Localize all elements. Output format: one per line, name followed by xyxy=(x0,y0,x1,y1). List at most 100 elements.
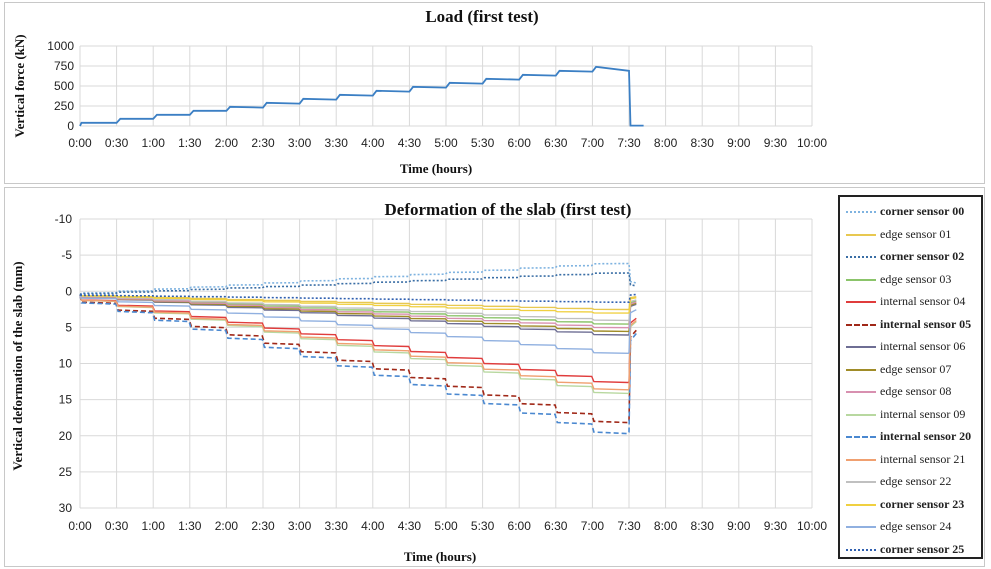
legend-label: edge sensor 22 xyxy=(880,474,952,488)
legend-item: internal sensor 21 xyxy=(840,449,981,471)
load-y-tick-label: 500 xyxy=(54,79,74,93)
load-x-tick-label: 7:30 xyxy=(617,136,641,150)
legend-swatch xyxy=(846,346,876,348)
deformation-y-tick-label: 10 xyxy=(59,357,73,371)
legend-item: corner sensor 00 xyxy=(840,201,981,223)
deformation-series-line xyxy=(79,294,637,435)
legend-label: corner sensor 25 xyxy=(880,541,965,556)
load-x-tick-label: 5:30 xyxy=(471,136,495,150)
deformation-x-tick-label: 4:30 xyxy=(398,519,422,533)
legend-item: edge sensor 08 xyxy=(840,381,981,403)
legend-item: corner sensor 23 xyxy=(840,494,981,516)
legend-item: edge sensor 07 xyxy=(840,359,981,381)
load-chart: Load (first test) 0:00 0:30 1:00 1:30 2:00 2:… xyxy=(12,7,827,176)
legend-swatch xyxy=(846,436,876,438)
legend-item: internal sensor 20 xyxy=(840,426,981,448)
legend-swatch xyxy=(846,256,876,258)
load-x-tick-label: 2:00 xyxy=(215,136,239,150)
load-chart-ticks: 0:00 0:30 1:00 1:30 2:00 2:30 3:00 3:30 4:00 4:30… xyxy=(47,39,827,150)
deformation-x-tick-label: 2:30 xyxy=(251,519,275,533)
deformation-x-tick-label: 9:30 xyxy=(764,519,788,533)
deformation-x-tick-label: 3:00 xyxy=(288,519,312,533)
deformation-x-tick-label: 10:00 xyxy=(797,519,827,533)
deformation-x-tick-label: 5:00 xyxy=(434,519,458,533)
load-y-tick-label: 250 xyxy=(54,99,74,113)
load-x-tick-label: 7:00 xyxy=(581,136,605,150)
deformation-x-tick-label: 1:30 xyxy=(178,519,202,533)
deformation-series-line xyxy=(79,294,637,391)
deformation-x-tick-label: 5:30 xyxy=(471,519,495,533)
deformation-chart-ticks: 0:00 0:30 1:00 1:30 2:00 2:30 3:00 3:30 4:00 4:30… xyxy=(55,212,828,533)
load-y-tick-label: 750 xyxy=(54,59,74,73)
load-x-tick-label: 3:00 xyxy=(288,136,312,150)
deformation-y-tick-label: -5 xyxy=(61,248,72,262)
load-x-tick-label: 2:30 xyxy=(251,136,275,150)
deformation-chart-ylabel: Vertical deformation of the slab (mm) xyxy=(10,261,25,470)
legend-label: corner sensor 23 xyxy=(880,496,965,511)
deformation-y-tick-label: 20 xyxy=(59,429,73,443)
deformation-series-line xyxy=(79,294,637,329)
deformation-y-tick-label: 5 xyxy=(65,320,72,334)
load-x-tick-label: 4:00 xyxy=(361,136,385,150)
legend-item: internal sensor 06 xyxy=(840,336,981,358)
legend-label: internal sensor 05 xyxy=(880,316,972,331)
load-chart-title: Load (first test) xyxy=(425,7,538,26)
legend-label: edge sensor 03 xyxy=(880,271,952,286)
deformation-series-line xyxy=(79,293,637,304)
legend-item: internal sensor 04 xyxy=(840,291,981,313)
deformation-x-tick-label: 6:30 xyxy=(544,519,568,533)
legend-item: edge sensor 24 xyxy=(840,516,981,538)
deformation-series-line xyxy=(79,294,637,384)
deformation-x-tick-label: 8:00 xyxy=(654,519,678,533)
deformation-series-line xyxy=(79,294,637,355)
deformation-x-tick-label: 0:30 xyxy=(105,519,129,533)
load-series-line xyxy=(79,65,644,127)
deformation-y-tick-label: 25 xyxy=(59,465,73,479)
deformation-y-tick-label: -10 xyxy=(55,212,73,226)
deformation-series-line xyxy=(79,262,637,296)
deformation-series-line xyxy=(79,294,637,322)
legend-swatch xyxy=(846,526,876,528)
deformation-x-tick-label: 4:00 xyxy=(361,519,385,533)
load-x-tick-label: 1:00 xyxy=(142,136,166,150)
legend-swatch xyxy=(846,368,876,371)
legend-swatch xyxy=(846,323,876,326)
load-x-tick-label: 4:30 xyxy=(398,136,422,150)
legend-swatch xyxy=(846,481,876,483)
load-x-tick-label: 5:00 xyxy=(434,136,458,150)
legend-item: edge sensor 03 xyxy=(840,269,981,291)
deformation-series-line xyxy=(79,294,637,424)
deformation-x-tick-label: 7:00 xyxy=(581,519,605,533)
legend-label: internal sensor 09 xyxy=(880,406,966,421)
load-x-tick-label: 8:30 xyxy=(691,136,715,150)
load-x-tick-label: 0:30 xyxy=(105,136,129,150)
load-chart-series xyxy=(79,65,644,127)
load-x-tick-label: 0:00 xyxy=(68,136,92,150)
legend-swatch xyxy=(846,503,876,506)
load-x-tick-label: 10:00 xyxy=(797,136,827,150)
load-x-tick-label: 9:30 xyxy=(764,136,788,150)
legend-swatch xyxy=(846,548,876,551)
deformation-x-tick-label: 2:00 xyxy=(215,519,239,533)
legend-label: edge sensor 08 xyxy=(880,384,952,398)
legend-item: corner sensor 25 xyxy=(840,539,981,561)
deformation-chart-title: Deformation of the slab (first test) xyxy=(385,200,632,219)
legend-label: edge sensor 07 xyxy=(880,361,952,376)
load-y-tick-label: 0 xyxy=(67,119,74,133)
load-x-tick-label: 6:30 xyxy=(544,136,568,150)
legend-label: corner sensor 02 xyxy=(880,249,965,263)
deformation-x-tick-label: 1:00 xyxy=(142,519,166,533)
deformation-x-tick-label: 9:00 xyxy=(727,519,751,533)
deformation-y-tick-label: 0 xyxy=(65,284,72,298)
legend-item: corner sensor 02 xyxy=(840,246,981,268)
legend-swatch xyxy=(846,458,876,461)
load-y-tick-label: 1000 xyxy=(47,39,74,53)
legend-label: edge sensor 01 xyxy=(880,226,952,241)
legend-label: internal sensor 04 xyxy=(880,294,966,308)
deformation-chart-panel xyxy=(4,187,985,567)
legend-label: internal sensor 06 xyxy=(880,339,966,353)
legend-swatch xyxy=(846,391,876,393)
load-chart-grid xyxy=(79,45,813,127)
deformation-series-line xyxy=(79,272,637,296)
